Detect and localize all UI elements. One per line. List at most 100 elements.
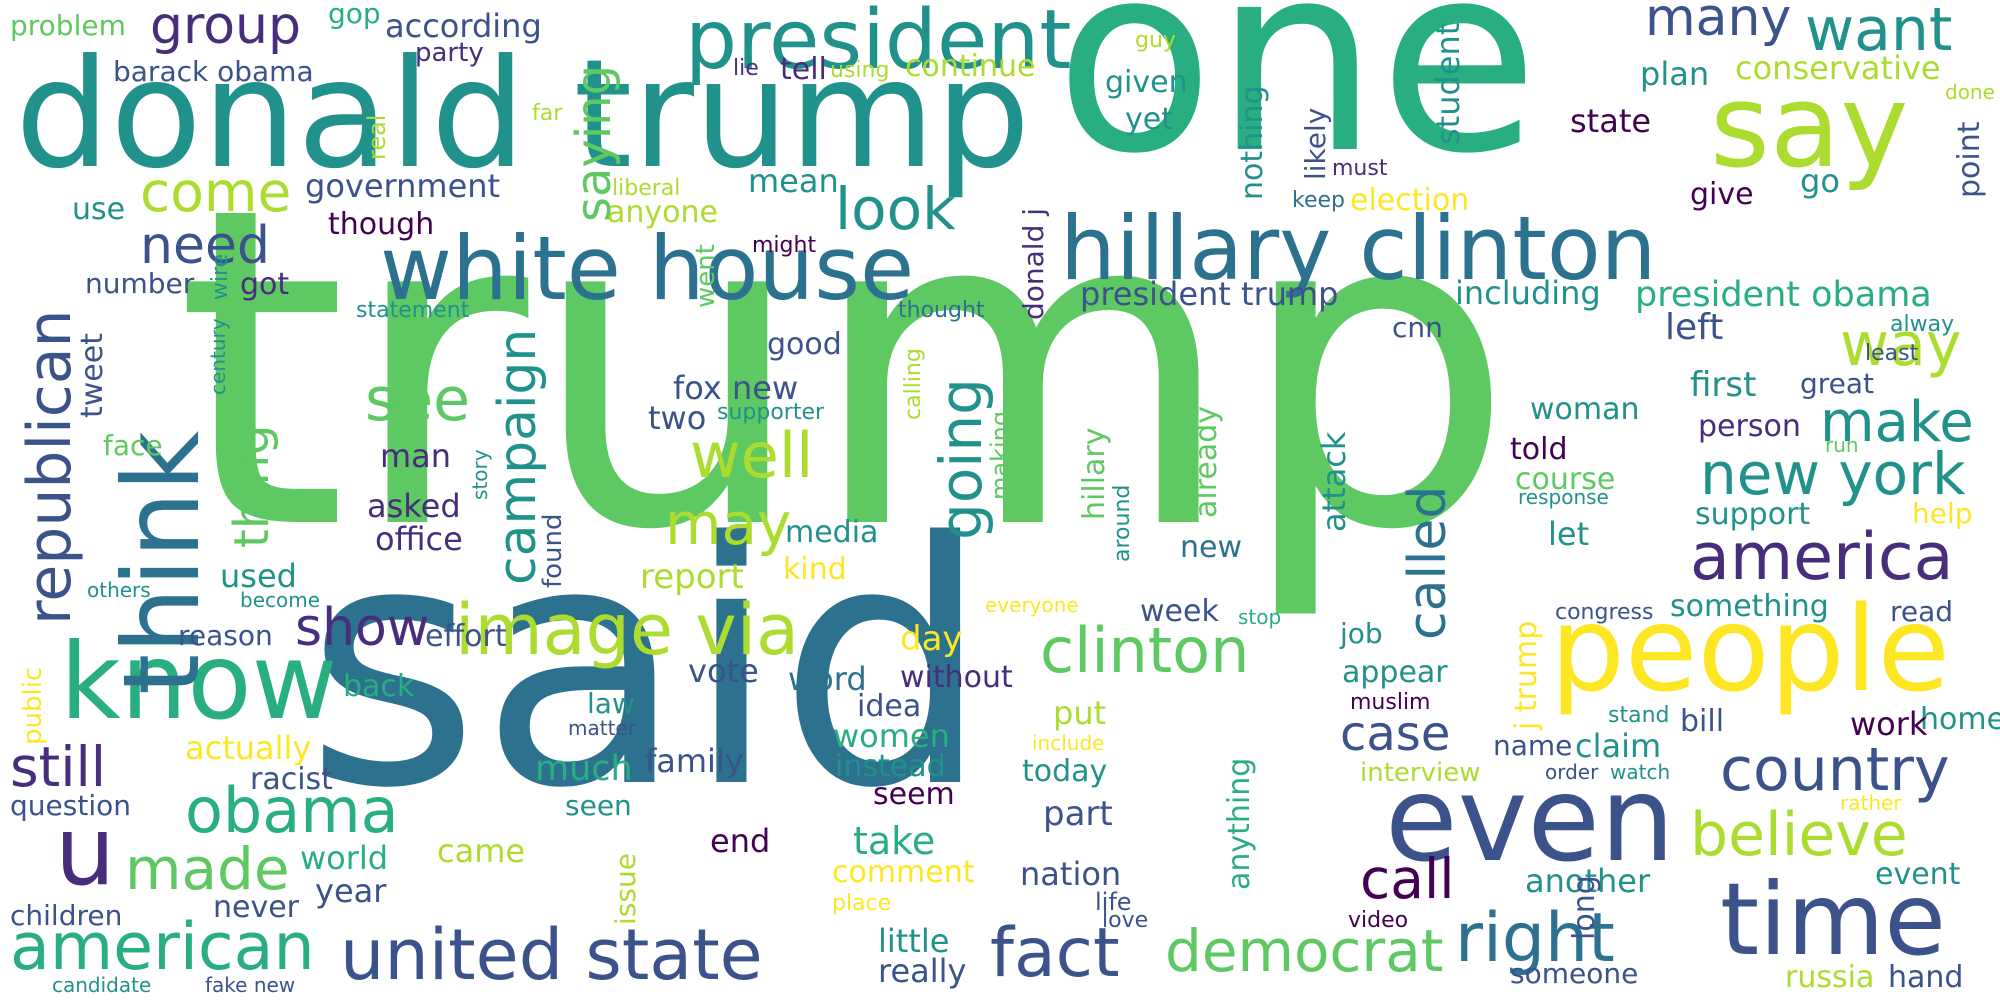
word-attack: attack: [1315, 431, 1353, 532]
word-donald-trump: donald trump: [15, 28, 1031, 202]
word-guy: guy: [1135, 28, 1176, 53]
word-effort: effort: [425, 619, 507, 654]
word-another: another: [1525, 862, 1651, 900]
word-want: want: [1805, 0, 1953, 65]
word-include: include: [1032, 731, 1105, 755]
word-name: name: [1493, 729, 1573, 762]
word-told: told: [1510, 432, 1568, 467]
word-thing: thing: [224, 424, 280, 548]
word-congress: congress: [1555, 600, 1654, 625]
word-hillary: hillary: [1077, 427, 1112, 521]
word-part: part: [1043, 794, 1113, 834]
word-hand: hand: [1888, 960, 1964, 995]
word-real: real: [363, 114, 391, 160]
word-keep: keep: [1292, 188, 1345, 213]
word-anyone: anyone: [607, 195, 718, 230]
word-anything: anything: [1222, 757, 1257, 890]
word-go: go: [1800, 162, 1840, 200]
word-continue: continue: [905, 49, 1036, 84]
word-fact: fact: [990, 914, 1120, 993]
word-never: never: [213, 890, 300, 925]
word-new-york: new york: [1700, 440, 1966, 508]
word-nation: nation: [1020, 855, 1122, 893]
word-media: media: [785, 515, 879, 550]
word-without: without: [900, 660, 1013, 695]
word-course: course: [1515, 462, 1616, 497]
word-person: person: [1698, 409, 1801, 444]
word-know: know: [60, 621, 338, 743]
word-think: think: [101, 430, 223, 695]
word-case: case: [1340, 706, 1451, 762]
word-something: something: [1670, 589, 1829, 624]
word-man: man: [380, 437, 452, 475]
word-time: time: [1720, 861, 1946, 978]
word-president: president: [685, 0, 1072, 88]
word-little: little: [878, 922, 950, 960]
word-women: women: [833, 717, 950, 755]
word-family: family: [645, 742, 744, 780]
word-government: government: [305, 167, 501, 205]
word-tell: tell: [780, 52, 827, 87]
word-said: said: [305, 472, 991, 862]
word-support: support: [1695, 497, 1811, 532]
word-question: question: [10, 789, 131, 822]
word-making: making: [986, 410, 1014, 500]
word-read: read: [1890, 595, 1954, 628]
word-obama: obama: [185, 774, 399, 847]
word-new: new: [1180, 530, 1243, 565]
word-trump: trump: [175, 114, 1516, 626]
word-place: place: [832, 891, 892, 916]
word-comment: comment: [832, 855, 975, 890]
word-someone: someone: [1510, 957, 1639, 990]
word-may: may: [665, 490, 792, 558]
word-bill: bill: [1680, 704, 1725, 739]
word-see: see: [365, 365, 471, 435]
word-according: according: [385, 7, 542, 45]
word-left: left: [1665, 307, 1724, 348]
word-watch: watch: [1610, 760, 1671, 784]
word-democrat: democrat: [1165, 917, 1444, 985]
word-problem: problem: [10, 9, 126, 42]
word-end: end: [710, 822, 771, 860]
word-week: week: [1140, 594, 1219, 629]
word-two: two: [648, 399, 707, 437]
word-wire: wire: [208, 253, 233, 300]
word-liberal: liberal: [612, 176, 681, 201]
word-conservative: conservative: [1735, 49, 1941, 87]
word-nothing: nothing: [1235, 85, 1270, 200]
word-campaign: campaign: [488, 328, 548, 585]
word-fox-new: fox new: [673, 369, 799, 407]
word-event: event: [1875, 857, 1961, 892]
word-interview: interview: [1360, 758, 1481, 788]
word-least: least: [1865, 341, 1919, 366]
word-fake-new: fake new: [205, 973, 296, 997]
word-job: job: [1340, 617, 1383, 650]
word-must: must: [1332, 156, 1388, 181]
word-already: already: [1189, 405, 1224, 518]
word-yet: yet: [1125, 102, 1173, 137]
word-give: give: [1690, 177, 1754, 212]
word-united-state: united state: [340, 914, 763, 996]
word-going: going: [927, 378, 995, 540]
word-j-trump: j trump: [1509, 620, 1544, 730]
word-let: let: [1548, 515, 1590, 553]
word-make: make: [1820, 390, 1974, 455]
word-called: called: [1398, 485, 1458, 640]
word-story: story: [468, 449, 492, 500]
word-mean: mean: [748, 162, 839, 200]
word-point: point: [1952, 121, 1987, 198]
word-matter: matter: [568, 716, 636, 740]
word-might: might: [752, 233, 817, 258]
word-well: well: [690, 419, 814, 492]
word-election: election: [1350, 183, 1470, 218]
word-russia: russia: [1785, 960, 1875, 995]
word-far: far: [532, 101, 563, 126]
word-muslim: muslim: [1350, 690, 1431, 715]
word-long: long: [1567, 875, 1602, 940]
word-around: around: [1110, 484, 1135, 562]
word-racist: racist: [250, 762, 333, 797]
word-seen: seen: [565, 789, 632, 822]
word-way: way: [1840, 310, 1962, 380]
word-appear: appear: [1342, 655, 1448, 690]
word-office: office: [375, 520, 463, 558]
